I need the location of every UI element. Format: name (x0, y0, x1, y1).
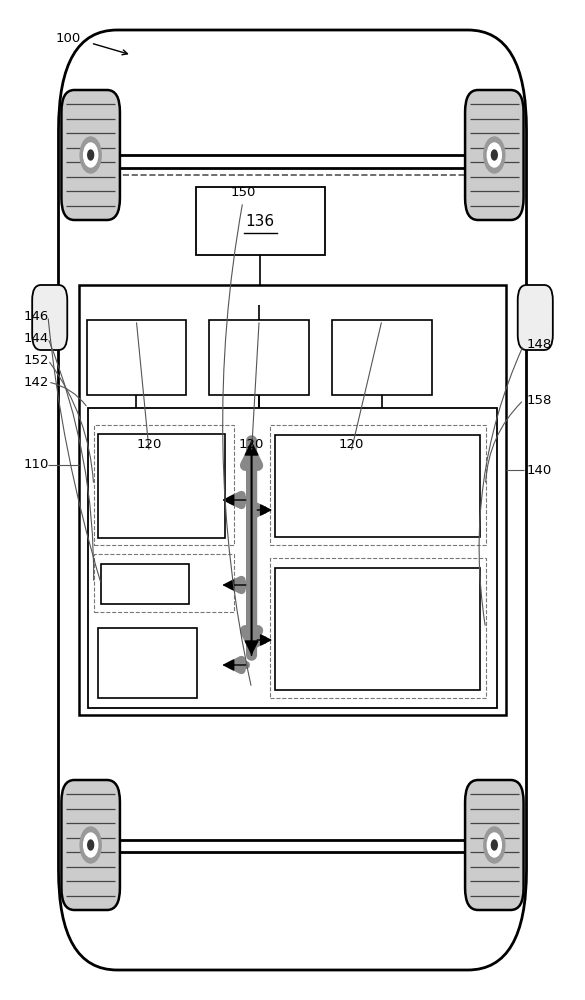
Text: 146: 146 (23, 310, 49, 322)
Bar (87, 320, 186, 395)
Bar (79, 285, 506, 715)
Circle shape (487, 833, 501, 857)
Bar (332, 320, 432, 395)
Bar (94, 554, 234, 612)
Bar (94, 425, 234, 545)
Circle shape (88, 840, 94, 850)
Circle shape (484, 827, 505, 863)
Text: 150: 150 (230, 186, 256, 198)
Bar (98, 434, 225, 538)
FancyBboxPatch shape (518, 285, 553, 350)
Bar (275, 568, 480, 690)
FancyBboxPatch shape (61, 780, 120, 910)
Text: 136: 136 (246, 214, 275, 229)
FancyBboxPatch shape (61, 90, 120, 220)
Bar (275, 435, 480, 537)
Text: 100: 100 (56, 31, 81, 44)
Circle shape (88, 150, 94, 160)
Circle shape (84, 833, 98, 857)
Circle shape (487, 143, 501, 167)
Bar (270, 425, 486, 545)
Text: 152: 152 (23, 354, 49, 366)
Text: 140: 140 (526, 464, 552, 477)
Bar (101, 564, 189, 604)
Bar (98, 628, 197, 698)
Circle shape (80, 827, 101, 863)
Bar (270, 558, 486, 698)
Bar (196, 187, 325, 255)
Circle shape (484, 137, 505, 173)
Text: 144: 144 (23, 332, 49, 344)
Text: 142: 142 (23, 375, 49, 388)
Circle shape (491, 150, 497, 160)
Text: 120: 120 (338, 438, 364, 452)
FancyBboxPatch shape (58, 30, 526, 970)
Circle shape (491, 840, 497, 850)
Circle shape (80, 137, 101, 173)
Circle shape (84, 143, 98, 167)
FancyBboxPatch shape (465, 780, 524, 910)
Bar (209, 320, 309, 395)
FancyBboxPatch shape (32, 285, 67, 350)
Text: 148: 148 (526, 338, 552, 352)
Text: 158: 158 (526, 393, 552, 406)
Text: 120: 120 (239, 438, 264, 452)
Bar (88, 408, 497, 708)
Text: 110: 110 (23, 458, 49, 472)
FancyBboxPatch shape (465, 90, 524, 220)
Text: 120: 120 (136, 438, 162, 452)
